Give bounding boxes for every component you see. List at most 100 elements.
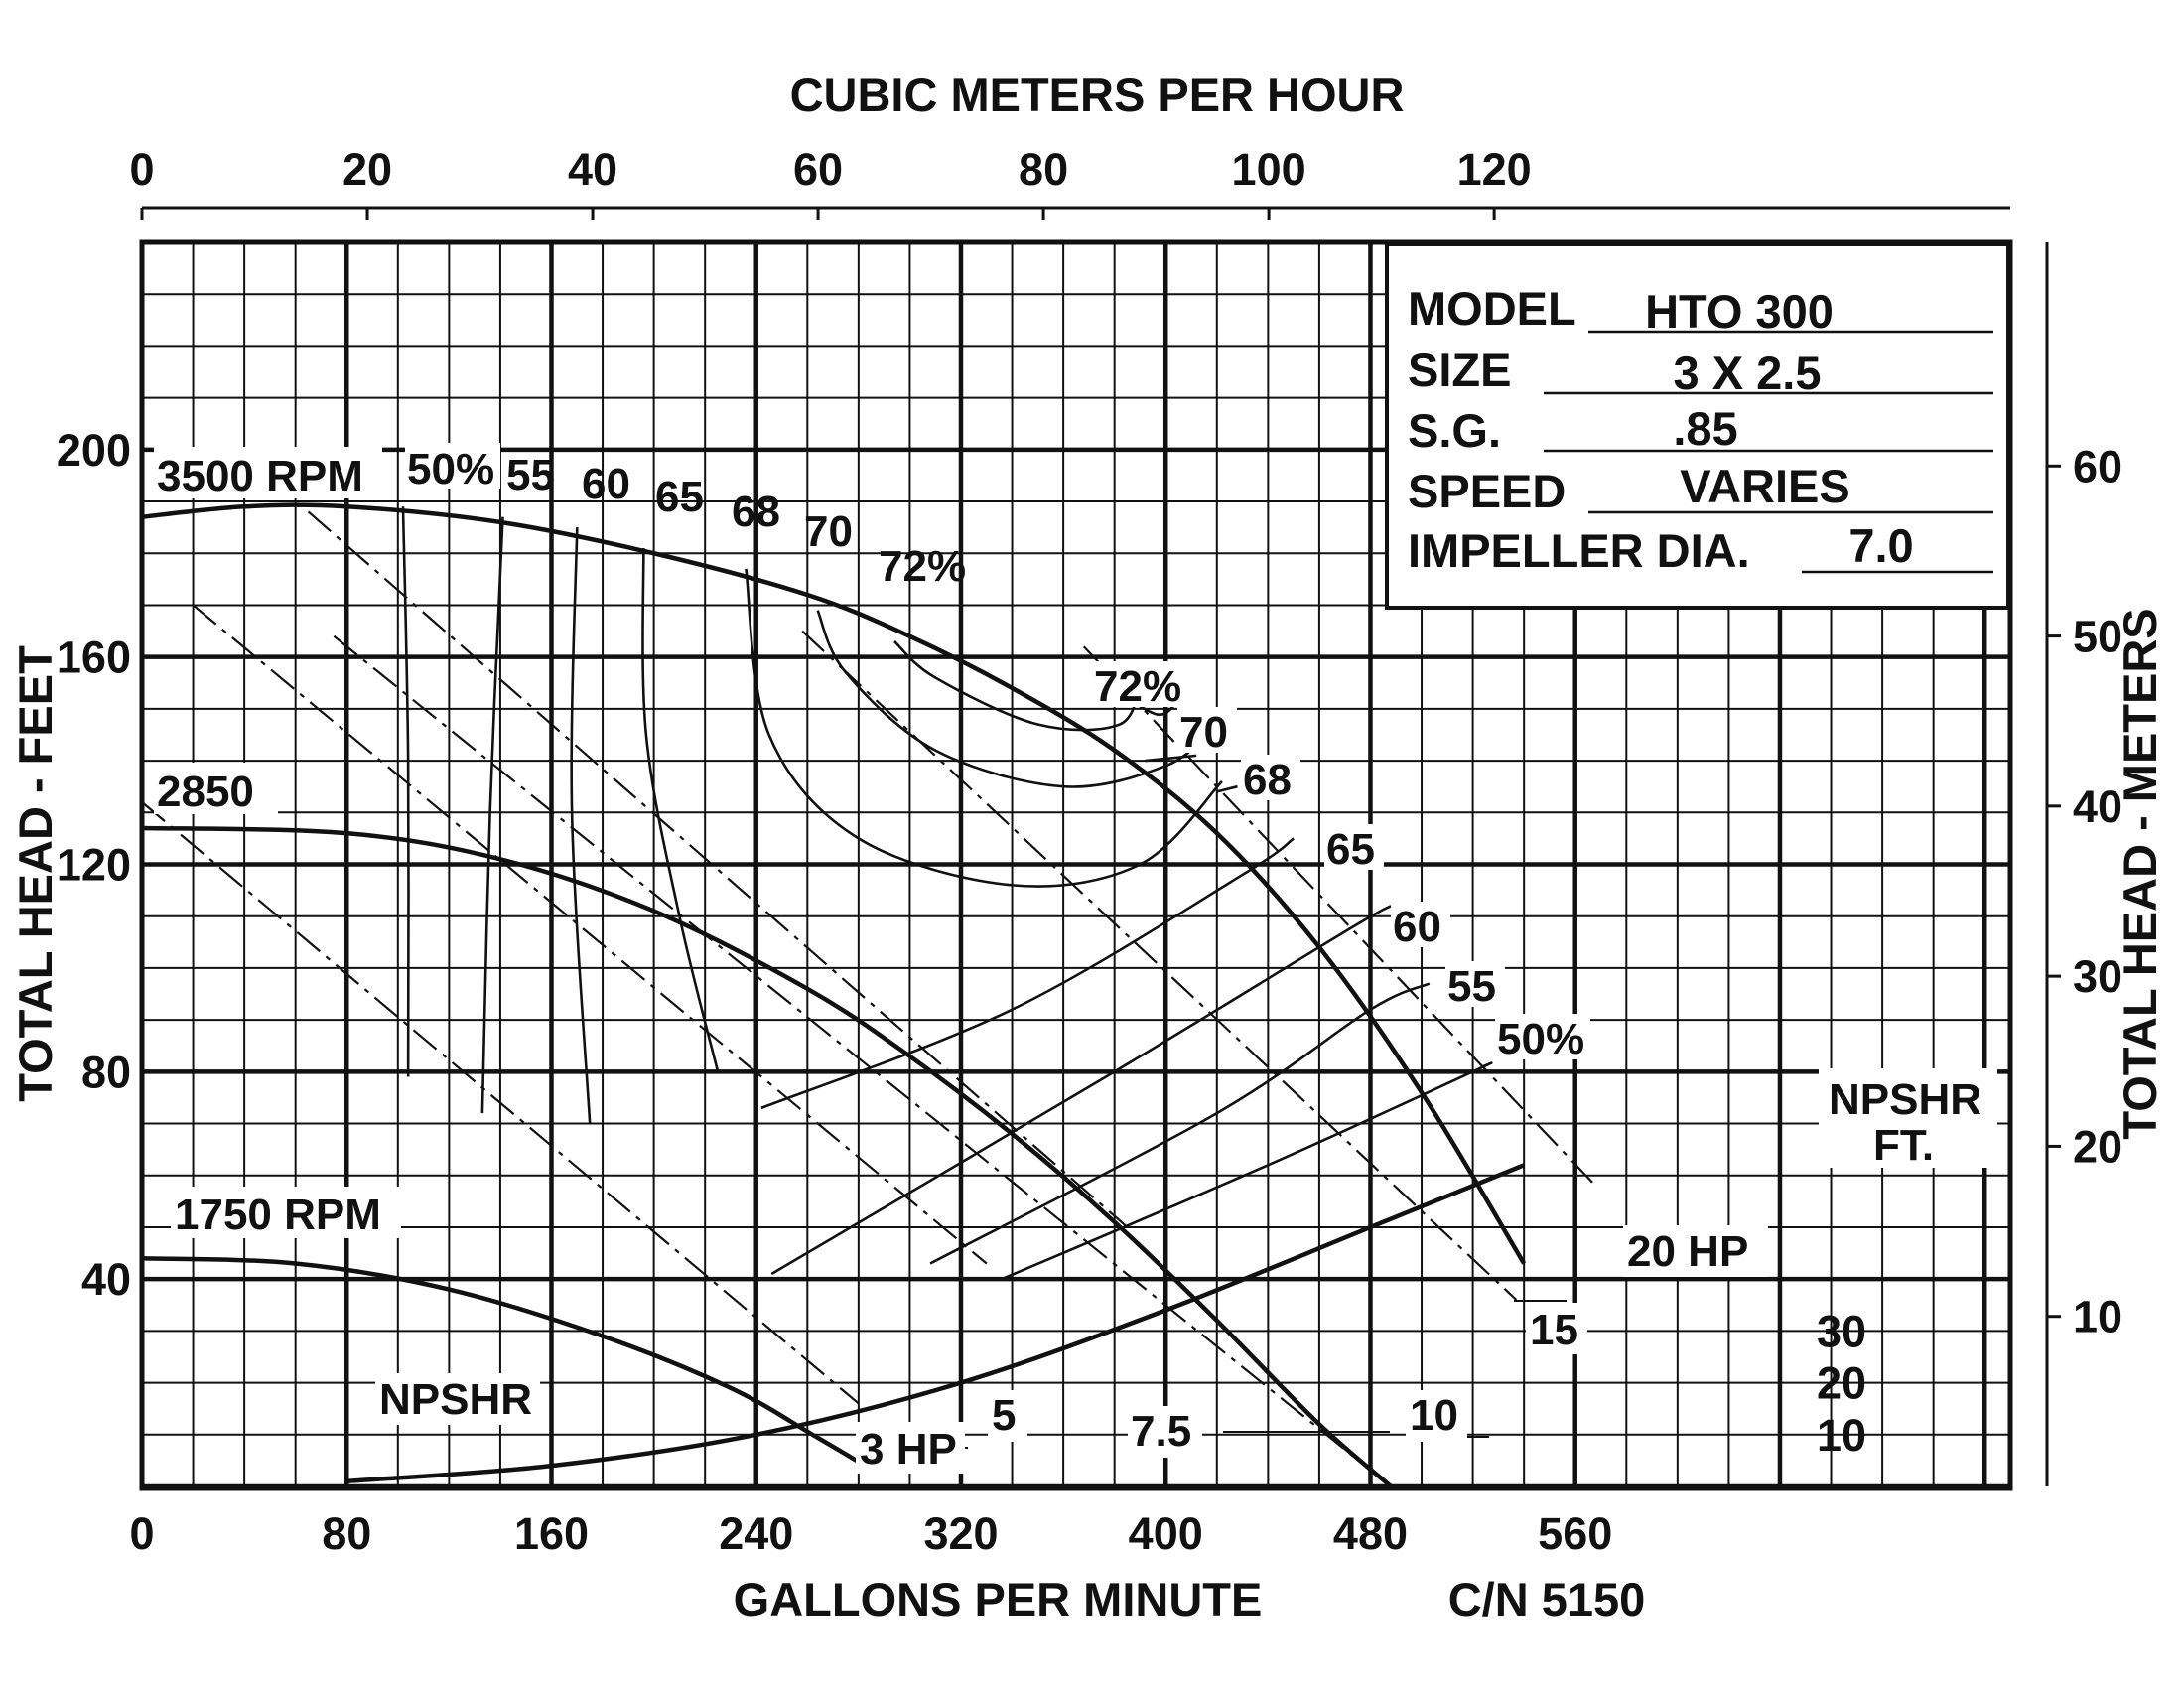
head-capacity-curve <box>141 502 1527 1265</box>
hp-20-label: 20 HP <box>1627 1227 1748 1276</box>
efficiency-contour <box>1216 784 1238 793</box>
eff-label-55-left: 55 <box>506 451 555 499</box>
efficiency-contour <box>1001 1061 1493 1281</box>
right-axis <box>2045 242 2061 1486</box>
y-right-tick-label: 40 <box>2073 781 2122 832</box>
size-value: 3 X 2.5 <box>1674 347 1822 399</box>
x-axis-title: GALLONS PER MINUTE <box>734 1573 1263 1625</box>
rpm-2850-label: 2850 <box>157 768 254 816</box>
x-top-tick-label: 20 <box>342 144 392 195</box>
plot-frame <box>139 239 2013 1491</box>
efficiency-contour <box>480 516 504 1114</box>
eff-label-72-left: 72% <box>879 542 966 591</box>
efficiency-contour <box>770 905 1392 1276</box>
eff-label-65-left: 65 <box>655 473 704 521</box>
x-top-tick-label: 40 <box>568 144 617 195</box>
npshr-tick-label: 30 <box>1817 1306 1866 1356</box>
efficiency-labels: 50% 55 60 65 68 70 72% 72% 70 68 65 60 5… <box>405 443 1590 1063</box>
top-axis <box>140 206 2010 220</box>
efficiency-contour <box>929 982 1431 1265</box>
hp-15-label: 15 <box>1530 1306 1578 1354</box>
sg-value: .85 <box>1673 402 1737 455</box>
head-capacity-curve <box>141 1256 876 1474</box>
eff-label-55-right: 55 <box>1447 962 1496 1011</box>
y-tick-label: 80 <box>81 1047 131 1097</box>
impeller-dia-label: IMPELLER DIA. <box>1408 524 1750 577</box>
efficiency-contour <box>1145 754 1197 763</box>
eff-label-68-right: 68 <box>1243 756 1292 804</box>
y-tick-label: 160 <box>57 633 131 683</box>
x-tick-label: 400 <box>1129 1508 1203 1559</box>
npshr-tick-label: 20 <box>1817 1358 1866 1409</box>
efficiency-contour <box>760 837 1295 1110</box>
y-axis-title: TOTAL HEAD - FEET <box>9 645 62 1102</box>
efficiency-contour <box>570 527 592 1124</box>
eff-label-50-left: 50% <box>407 445 494 493</box>
efficiency-contour <box>893 640 1142 732</box>
eff-label-70-right: 70 <box>1179 708 1228 757</box>
horsepower-line <box>307 510 1129 1228</box>
x-tick-label: 560 <box>1538 1508 1612 1559</box>
x-top-tick-label: 80 <box>1019 144 1068 195</box>
npshr-axis-unit: FT. <box>1873 1121 1934 1170</box>
eff-label-65-right: 65 <box>1326 825 1375 874</box>
y-right-tick-label: 50 <box>2073 612 2122 662</box>
y-right-tick-label: 10 <box>2073 1292 2122 1342</box>
eff-label-50-right: 50% <box>1497 1015 1584 1063</box>
x-top-tick-label: 60 <box>793 144 843 195</box>
y-right-tick-label: 60 <box>2073 441 2122 492</box>
sg-label: S.G. <box>1408 404 1501 457</box>
speed-value: VARIES <box>1680 460 1850 512</box>
x-tick-label: 0 <box>129 1508 154 1559</box>
curve-number: C/N 5150 <box>1448 1573 1646 1625</box>
horsepower-line <box>333 634 1392 1487</box>
x-top-axis-title: CUBIC METERS PER HOUR <box>790 69 1405 121</box>
efficiency-contour <box>401 506 410 1077</box>
horsepower-labels: 3 HP 5 7.5 10 15 20 HP <box>856 1225 1768 1474</box>
model-value: HTO 300 <box>1645 285 1834 338</box>
x-tick-label: 320 <box>923 1508 998 1559</box>
speed-labels: 3500 RPM 2850 1750 RPM NPSHR <box>154 447 540 1425</box>
rpm-3500-label: 3500 RPM <box>157 452 363 500</box>
y-right-tick-label: 20 <box>2073 1121 2122 1172</box>
y-right-axis-title: TOTAL HEAD - METERS <box>2114 608 2166 1139</box>
hp-3-label: 3 HP <box>860 1425 957 1474</box>
hp-5-label: 5 <box>992 1391 1016 1440</box>
curves <box>141 502 1597 1488</box>
npshr-tick-label: 10 <box>1817 1410 1866 1461</box>
x-top-tick-label: 100 <box>1232 144 1306 195</box>
y-tick-label: 120 <box>57 840 131 891</box>
eff-label-60-right: 60 <box>1393 903 1441 951</box>
npshr-curve-label: NPSHR <box>379 1375 532 1424</box>
horsepower-line <box>141 801 860 1405</box>
eff-label-72-right: 72% <box>1094 662 1181 711</box>
x-tick-label: 480 <box>1333 1508 1408 1559</box>
npshr-curve <box>346 1163 1526 1484</box>
y-tick-label: 40 <box>81 1254 131 1305</box>
speed-label: SPEED <box>1408 465 1566 517</box>
hp-7-5-label: 7.5 <box>1131 1407 1191 1456</box>
x-tick-label: 160 <box>514 1508 589 1559</box>
pump-info-box: MODEL HTO 300 SIZE 3 X 2.5 S.G. .85 SPEE… <box>1385 242 2010 610</box>
size-label: SIZE <box>1408 344 1511 396</box>
efficiency-contour <box>745 568 1223 888</box>
impeller-dia-value: 7.0 <box>1848 519 1913 572</box>
x-top-tick-label: 0 <box>129 144 154 195</box>
x-tick-label: 240 <box>719 1508 793 1559</box>
rpm-1750-label: 1750 RPM <box>175 1191 381 1239</box>
npshr-axis-label: NPSHR <box>1829 1075 1981 1124</box>
eff-label-60-left: 60 <box>582 460 630 508</box>
head-capacity-curve <box>141 825 1393 1488</box>
model-label: MODEL <box>1408 282 1576 335</box>
y-right-tick-label: 30 <box>2073 951 2122 1002</box>
efficiency-contour <box>816 610 1213 788</box>
x-tick-label: 80 <box>322 1508 371 1559</box>
hp-10-label: 10 <box>1410 1391 1458 1440</box>
horsepower-line <box>1082 645 1597 1187</box>
efficiency-contour <box>641 548 720 1072</box>
eff-label-68-left: 68 <box>732 488 780 536</box>
x-top-tick-label: 120 <box>1457 144 1532 195</box>
y-tick-label: 200 <box>57 425 131 476</box>
